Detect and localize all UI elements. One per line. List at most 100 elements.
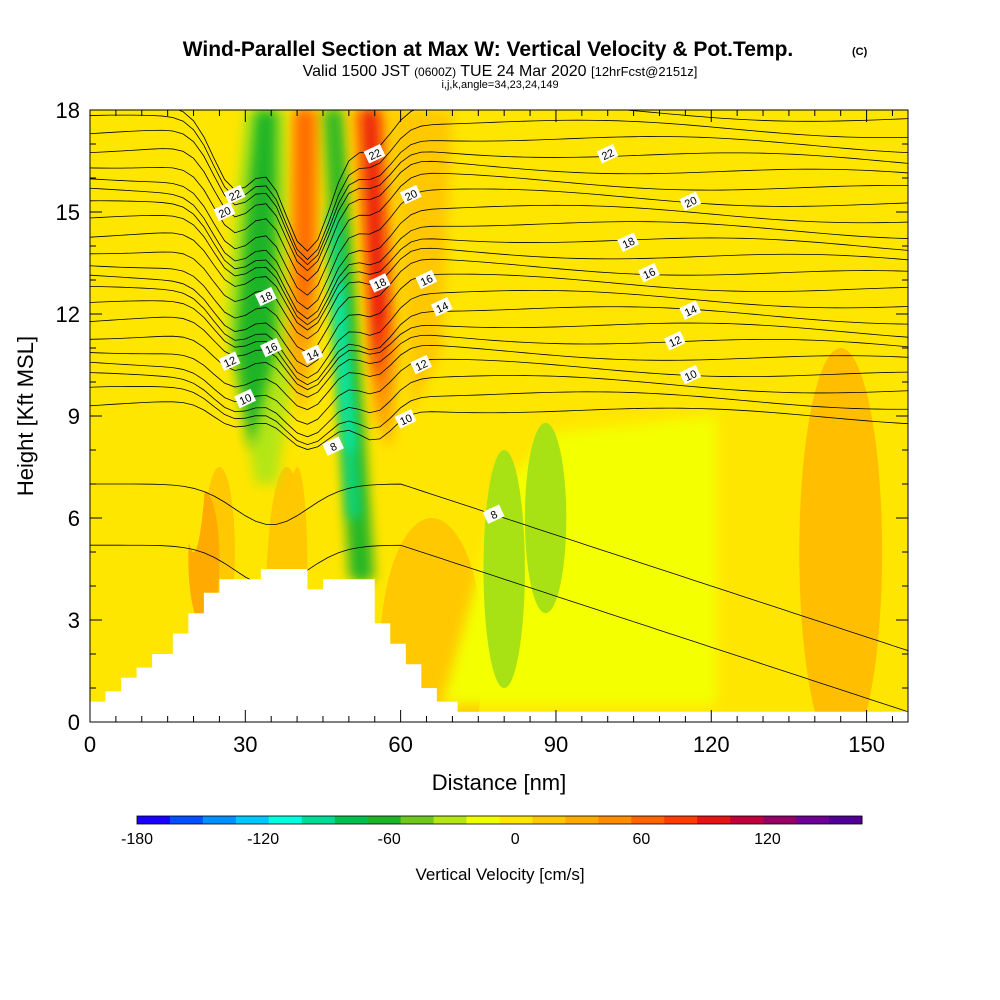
contour-label-bg xyxy=(254,286,277,307)
colorbar-swatch xyxy=(532,816,566,824)
contour-label: 22 xyxy=(596,144,619,164)
x-tick-label: 90 xyxy=(544,732,568,757)
theta-contour xyxy=(90,160,908,282)
contour-label-text: 10 xyxy=(683,368,699,384)
contour-label-text: 16 xyxy=(419,273,435,289)
colorbar-swatch xyxy=(829,816,863,824)
field-blob xyxy=(524,422,567,614)
contour-label-text: 22 xyxy=(367,147,383,163)
theta-contour xyxy=(90,200,908,320)
theta-contour xyxy=(90,232,908,331)
contour-label-text: 12 xyxy=(667,334,683,350)
contour-label-bg xyxy=(368,273,391,293)
colorbar-swatch xyxy=(400,816,435,824)
field-blob xyxy=(435,129,521,465)
theta-contour xyxy=(90,344,908,411)
contour-label-bg xyxy=(596,144,619,164)
contour-label: 16 xyxy=(415,269,438,290)
colorbar-swatch xyxy=(499,816,533,824)
contour-label-bg xyxy=(663,331,686,351)
colorbar-swatch xyxy=(433,816,468,824)
x-tick-label: 150 xyxy=(848,732,885,757)
contour-label-bg xyxy=(399,184,422,205)
contour-label-bg xyxy=(218,351,241,371)
contour-label-text: 18 xyxy=(258,290,274,306)
contour-label-bg xyxy=(363,144,386,164)
contour-label: 22 xyxy=(223,184,246,205)
contour-label-text: 16 xyxy=(641,266,657,282)
theta-contour xyxy=(90,273,908,368)
y-tick-label: 0 xyxy=(68,710,80,735)
colorbar-swatch xyxy=(268,816,303,824)
contour-label-text: 22 xyxy=(600,147,616,163)
colorbar-swatch xyxy=(301,816,336,824)
colorbar-tick-label: -120 xyxy=(247,831,279,848)
contour-label: 14 xyxy=(679,300,702,320)
contour-label-bg xyxy=(482,504,505,524)
contour-label-bg xyxy=(234,388,257,409)
contour-label-text: 22 xyxy=(227,188,243,204)
theta-contour xyxy=(90,114,908,261)
contour-label-text: 20 xyxy=(683,195,699,211)
x-tick-label: 30 xyxy=(233,732,257,757)
theta-contour xyxy=(90,358,908,425)
contour-label: 12 xyxy=(218,351,241,371)
colorbar-label: Vertical Velocity [cm/s] xyxy=(415,865,584,884)
colorbar-swatch xyxy=(598,816,632,824)
y-tick-label: 9 xyxy=(68,404,80,429)
contour-label: 8 xyxy=(322,436,345,456)
band-updraft-east xyxy=(364,110,386,382)
title-mark: (C) xyxy=(852,46,868,58)
contour-label-text: 20 xyxy=(403,188,419,204)
contour-label: 14 xyxy=(430,297,453,317)
contour-label: 10 xyxy=(679,365,702,385)
contour-label-bg xyxy=(430,297,453,317)
x-tick-label: 60 xyxy=(388,732,412,757)
contour-label-bg xyxy=(679,300,702,320)
colorbar-swatch xyxy=(367,816,402,824)
contour-label-text: 14 xyxy=(305,348,321,364)
colorbar-swatch xyxy=(763,816,797,824)
field-blob xyxy=(178,144,210,552)
contour-label: 20 xyxy=(213,201,236,222)
terrain xyxy=(90,569,908,722)
contour-label: 18 xyxy=(254,286,277,307)
colorbar-swatch xyxy=(334,816,369,824)
contour-label-bg xyxy=(679,365,702,385)
field-blob xyxy=(799,348,883,722)
contour-label-text: 12 xyxy=(414,358,430,374)
y-tick-label: 6 xyxy=(68,506,80,531)
contour-label: 18 xyxy=(617,232,640,252)
contour-label-text: 12 xyxy=(222,354,238,370)
contour-label: 20 xyxy=(679,191,702,212)
contour-label-bg xyxy=(679,191,702,212)
theta-contour xyxy=(90,286,908,379)
contour-label-text: 20 xyxy=(217,205,233,221)
colorbar-swatch xyxy=(565,816,599,824)
contour-label-text: 14 xyxy=(683,303,699,319)
y-tick-label: 12 xyxy=(56,302,80,327)
contour-label: 16 xyxy=(260,337,282,358)
theta-contour xyxy=(90,214,908,326)
indices-line: i,j,k,angle=34,23,24,149 xyxy=(441,79,558,91)
contour-label-text: 18 xyxy=(621,235,637,251)
axes: 0 30 60 90 120 150 0 3 6 9 12 15 18 xyxy=(56,98,908,757)
theta-contour xyxy=(90,247,908,340)
theta-contour xyxy=(90,187,908,310)
y-tick-label: 3 xyxy=(68,608,80,633)
chart-subtitle: Valid 1500 JST (0600Z) TUE 24 Mar 2020 [… xyxy=(303,63,698,80)
valid-utc: (0600Z) xyxy=(414,65,456,79)
contour-label-text: 10 xyxy=(398,412,414,428)
colorbar-swatch xyxy=(796,816,830,824)
contour-label-text: 8 xyxy=(328,441,339,454)
contour-label-bg xyxy=(260,337,282,358)
colorbar: -180 -120 -60 0 60 120 xyxy=(121,815,863,848)
colorbar-swatch xyxy=(202,816,237,824)
x-tick-label: 120 xyxy=(693,732,730,757)
contour-label: 12 xyxy=(663,331,686,351)
contour-label-text: 18 xyxy=(372,276,388,292)
contour-label-bg xyxy=(394,409,417,429)
contour-label: 10 xyxy=(234,388,257,409)
